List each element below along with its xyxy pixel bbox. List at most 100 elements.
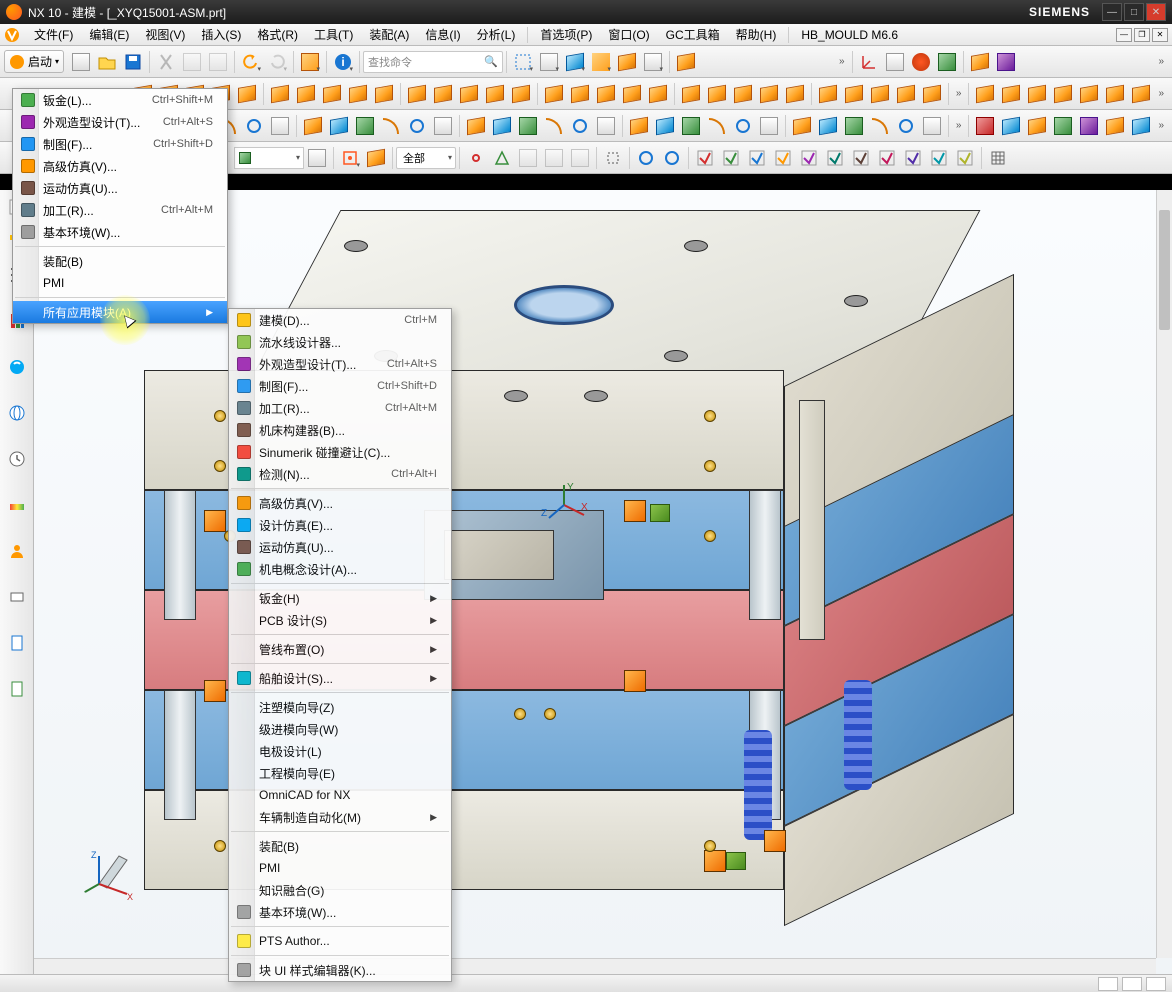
layer-vis-button[interactable] — [589, 50, 613, 74]
modeling-tool-20[interactable] — [679, 82, 703, 106]
menu-item-R[interactable]: 加工(R)...Ctrl+Alt+M — [229, 397, 451, 419]
snap-opt-6[interactable] — [849, 146, 873, 170]
sheet-button[interactable] — [4, 630, 30, 656]
feature-tool-4[interactable] — [242, 114, 266, 138]
menu-L[interactable]: 分析(L) — [469, 24, 524, 45]
snap-opt-4[interactable] — [797, 146, 821, 170]
modeling-tool-5[interactable] — [268, 82, 292, 106]
menu-item-SinumerikC[interactable]: Sinumerik 碰撞避让(C)... — [229, 441, 451, 463]
modeling-tool-28[interactable] — [894, 82, 918, 106]
sel-tool-3[interactable] — [364, 146, 388, 170]
info-button[interactable]: i — [331, 50, 355, 74]
curve-tool-7[interactable] — [1129, 114, 1153, 138]
toolbar-overflow-2b[interactable]: » — [1154, 88, 1168, 99]
menu-item-L[interactable]: 电极设计(L) — [229, 740, 451, 762]
menu-item-B[interactable]: 装配(B) — [229, 835, 451, 857]
menu-item-T[interactable]: 外观造型设计(T)...Ctrl+Alt+S — [13, 111, 227, 133]
asm-tool-4[interactable] — [1051, 82, 1075, 106]
menu-S[interactable]: 插入(S) — [193, 24, 249, 45]
menu-item-S[interactable]: 船舶设计(S)...▶ — [229, 667, 451, 689]
menu-item-T[interactable]: 外观造型设计(T)...Ctrl+Alt+S — [229, 353, 451, 375]
menu-P[interactable]: 首选项(P) — [532, 24, 600, 45]
history-button[interactable] — [4, 446, 30, 472]
curve-tool-5[interactable] — [1077, 114, 1101, 138]
menu-GC[interactable]: GC工具箱 — [658, 24, 728, 45]
modeling-tool-6[interactable] — [294, 82, 318, 106]
feature-tool-19[interactable] — [653, 114, 677, 138]
snap-opt-0[interactable] — [693, 146, 717, 170]
snap-6[interactable] — [601, 146, 625, 170]
web-browser-button[interactable] — [4, 400, 30, 426]
modeling-tool-11[interactable] — [431, 82, 455, 106]
menu-O[interactable]: 窗口(O) — [600, 24, 657, 45]
close-button[interactable]: ✕ — [1146, 3, 1166, 21]
feature-tool-26[interactable] — [842, 114, 866, 138]
feature-tool-27[interactable] — [868, 114, 892, 138]
new-button[interactable] — [69, 50, 93, 74]
menu-V[interactable]: 视图(V) — [137, 24, 193, 45]
menu-item-W[interactable]: 基本环境(W)... — [13, 221, 227, 243]
curve-tool-4[interactable] — [1051, 114, 1075, 138]
feature-tool-14[interactable] — [516, 114, 540, 138]
snap-opt-2[interactable] — [745, 146, 769, 170]
fit-button[interactable] — [511, 50, 535, 74]
menu-item-U[interactable]: 运动仿真(U)... — [13, 177, 227, 199]
tb-a2[interactable] — [994, 50, 1018, 74]
asm-tool-5[interactable] — [1077, 82, 1101, 106]
status-cell-1[interactable] — [1098, 977, 1118, 991]
snap-opt-1[interactable] — [719, 146, 743, 170]
menu-item-E[interactable]: 工程模向导(E) — [229, 762, 451, 784]
mdi-restore-button[interactable]: ❐ — [1134, 28, 1150, 42]
modeling-tool-15[interactable] — [542, 82, 566, 106]
feature-tool-25[interactable] — [816, 114, 840, 138]
menu-item-V[interactable]: 高级仿真(V)... — [13, 155, 227, 177]
snap-opt-8[interactable] — [901, 146, 925, 170]
menu-item-F[interactable]: 制图(F)...Ctrl+Shift+D — [13, 133, 227, 155]
curve-tool-3[interactable] — [1025, 114, 1049, 138]
shade-button[interactable] — [563, 50, 587, 74]
curve-tool-6[interactable] — [1103, 114, 1127, 138]
menu-item-UIK[interactable]: 块 UI 样式编辑器(K)... — [229, 959, 451, 981]
menu-item-O[interactable]: 管线布置(O)▶ — [229, 638, 451, 660]
menu-item-G[interactable]: 知识融合(G) — [229, 879, 451, 901]
wcs-button[interactable] — [674, 50, 698, 74]
menu-item-W[interactable]: 级进模向导(W) — [229, 718, 451, 740]
menu-item-W[interactable]: 基本环境(W)... — [229, 901, 451, 923]
modeling-tool-8[interactable] — [346, 82, 370, 106]
feature-tool-8[interactable] — [353, 114, 377, 138]
paste-button[interactable] — [206, 50, 230, 74]
feature-button[interactable] — [298, 50, 322, 74]
modeling-tool-22[interactable] — [731, 82, 755, 106]
modeling-tool-10[interactable] — [405, 82, 429, 106]
snap-8[interactable] — [660, 146, 684, 170]
modeling-tool-18[interactable] — [620, 82, 644, 106]
menu-HB_MOULDM66[interactable]: HB_MOULD M6.6 — [793, 26, 906, 44]
feature-tool-29[interactable] — [920, 114, 944, 138]
menu-item-N[interactable]: 检测(N)...Ctrl+Alt+I — [229, 463, 451, 485]
feature-tool-9[interactable] — [379, 114, 403, 138]
menu-I[interactable]: 信息(I) — [417, 24, 468, 45]
layer-selector[interactable] — [234, 147, 304, 169]
zoom-button[interactable] — [537, 50, 561, 74]
feature-tool-20[interactable] — [679, 114, 703, 138]
snap-opt-7[interactable] — [875, 146, 899, 170]
toolbar-overflow-1[interactable]: » — [835, 56, 849, 67]
menu-item-PCBS[interactable]: PCB 设计(S)▶ — [229, 609, 451, 631]
menu-T[interactable]: 工具(T) — [306, 24, 361, 45]
toolbar-overflow-2[interactable]: » — [952, 88, 966, 99]
feature-tool-5[interactable] — [268, 114, 292, 138]
asm-tool-2[interactable] — [999, 82, 1023, 106]
modeling-tool-14[interactable] — [509, 82, 533, 106]
asm-tool-6[interactable] — [1103, 82, 1127, 106]
curve-tool-2[interactable] — [999, 114, 1023, 138]
hd3d-button[interactable] — [4, 354, 30, 380]
feature-tool-24[interactable] — [790, 114, 814, 138]
minimize-button[interactable]: — — [1102, 3, 1122, 21]
menu-item-F[interactable]: 制图(F)...Ctrl+Shift+D — [229, 375, 451, 397]
feature-tool-22[interactable] — [731, 114, 755, 138]
selection-filter[interactable]: 全部 — [396, 147, 456, 169]
snap-opt-9[interactable] — [927, 146, 951, 170]
menu-item-Z[interactable]: 注塑模向导(Z) — [229, 696, 451, 718]
modeling-tool-25[interactable] — [816, 82, 840, 106]
mdi-minimize-button[interactable]: — — [1116, 28, 1132, 42]
